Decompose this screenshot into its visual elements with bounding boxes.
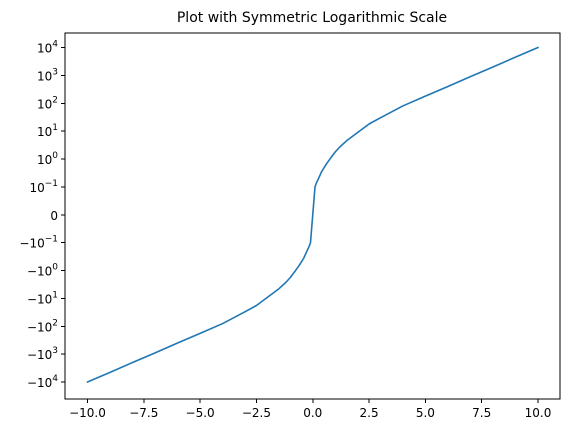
x-tick-label: −5.0 (186, 406, 215, 420)
x-tick-label: 7.5 (472, 406, 491, 420)
y-tick-label: 10−1 (29, 179, 58, 195)
y-tick-label: −104 (27, 374, 58, 390)
x-tick-label: −2.5 (242, 406, 271, 420)
x-tick-label: 10.0 (525, 406, 552, 420)
y-tick-label: 100 (37, 151, 58, 167)
y-axis-ticks: 104 103 102 101 100 10−1 0 −10−1 −100 −101 −102 −10… (19, 40, 65, 390)
y-tick-label: 0 (50, 209, 58, 223)
series-line-0 (86, 46, 539, 383)
y-tick-label: −100 (27, 263, 58, 279)
y-tick-label: 101 (37, 123, 58, 139)
y-tick-label: 103 (37, 67, 58, 83)
x-tick-label: 0.0 (303, 406, 322, 420)
y-tick-label: −102 (27, 318, 58, 334)
x-tick-label: 5.0 (416, 406, 435, 420)
y-tick-label: −103 (27, 346, 58, 362)
plot-area-frame (64, 32, 561, 400)
x-tick-label: 2.5 (360, 406, 379, 420)
x-axis-ticks: −10.0 −7.5 −5.0 −2.5 0.0 2.5 5.0 7.5 10.0 (69, 399, 551, 420)
x-tick-label: −7.5 (129, 406, 158, 420)
y-tick-label: 104 (37, 40, 58, 56)
series-layer (86, 46, 539, 383)
y-tick-label: 102 (37, 95, 58, 111)
y-tick-label: −10−1 (19, 235, 58, 251)
x-tick-label: −10.0 (69, 406, 106, 420)
chart-title: Plot with Symmetric Logarithmic Scale (177, 10, 447, 26)
y-tick-label: −101 (27, 290, 58, 306)
